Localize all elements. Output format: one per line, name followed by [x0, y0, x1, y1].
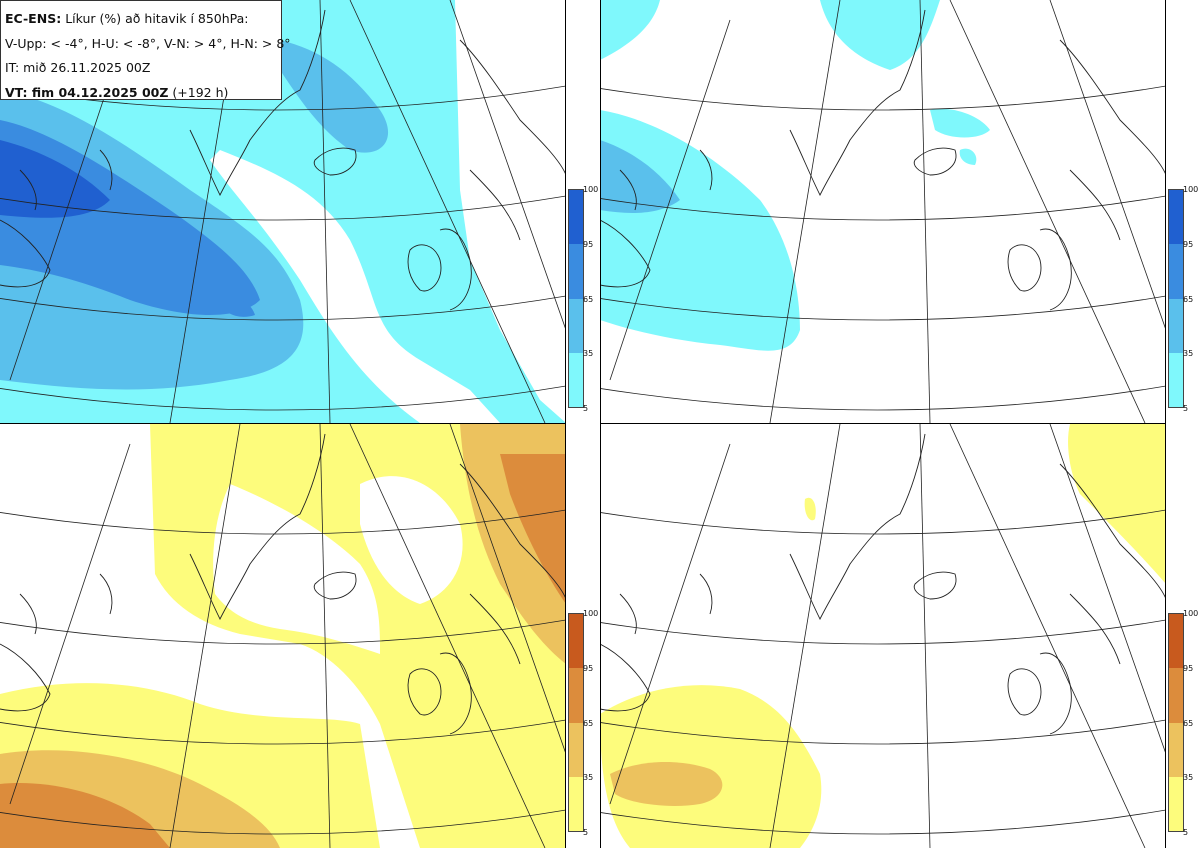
colorbar-warm-left	[568, 613, 584, 832]
map-warm-weak	[0, 424, 566, 848]
tick-label: 35	[1183, 773, 1194, 782]
colorbar-warm-right	[1168, 613, 1184, 832]
panel-cold-weak	[0, 0, 566, 423]
tick-label: 95	[1183, 240, 1194, 249]
tick-label: 35	[583, 773, 594, 782]
panel-warm-weak	[0, 424, 566, 848]
info-box: EC-ENS: Líkur (%) að hitavik í 850hPa: V…	[0, 0, 291, 100]
tick-label: 100	[1183, 185, 1199, 194]
tick-label: 35	[583, 349, 594, 358]
tick-label: 95	[583, 664, 594, 673]
lead-time-label: (+192 h)	[172, 84, 229, 100]
tick-label: 65	[1183, 719, 1194, 728]
tick-label: 100	[583, 185, 599, 194]
frame-divider	[565, 0, 566, 848]
tick-label: 65	[583, 295, 594, 304]
tick-label: 95	[1183, 664, 1194, 673]
tick-label: 100	[583, 609, 599, 618]
tick-label: 65	[1183, 295, 1194, 304]
tick-label: 35	[1183, 349, 1194, 358]
tick-label: 65	[583, 719, 594, 728]
map-warm-strong	[600, 424, 1166, 848]
frame-divider	[0, 423, 566, 424]
product-label: EC-ENS:	[5, 11, 62, 26]
map-cold-weak	[0, 0, 566, 423]
tick-label: 5	[583, 828, 589, 837]
panel-cold-strong	[600, 0, 1166, 423]
thresholds-label: V-Upp: < -4°, H-U: < -8°, V-N: > 4°, H-N…	[5, 35, 291, 51]
frame-divider	[600, 0, 601, 848]
map-cold-strong	[600, 0, 1166, 423]
tick-label: 100	[1183, 609, 1199, 618]
valid-time-label: VT: fim 04.12.2025 00Z	[5, 84, 169, 100]
colorbar-cold-right	[1168, 189, 1184, 408]
tick-label: 5	[583, 404, 589, 413]
frame-divider	[1165, 0, 1166, 848]
colorbar-cold-left	[568, 189, 584, 408]
tick-label: 5	[1183, 828, 1189, 837]
tick-label: 95	[583, 240, 594, 249]
description-label: Líkur (%) að hitavik í 850hPa:	[65, 11, 249, 26]
tick-label: 5	[1183, 404, 1189, 413]
panel-warm-strong	[600, 424, 1166, 848]
init-time-label: IT: mið 26.11.2025 00Z	[5, 60, 151, 75]
frame-divider	[600, 423, 1166, 424]
